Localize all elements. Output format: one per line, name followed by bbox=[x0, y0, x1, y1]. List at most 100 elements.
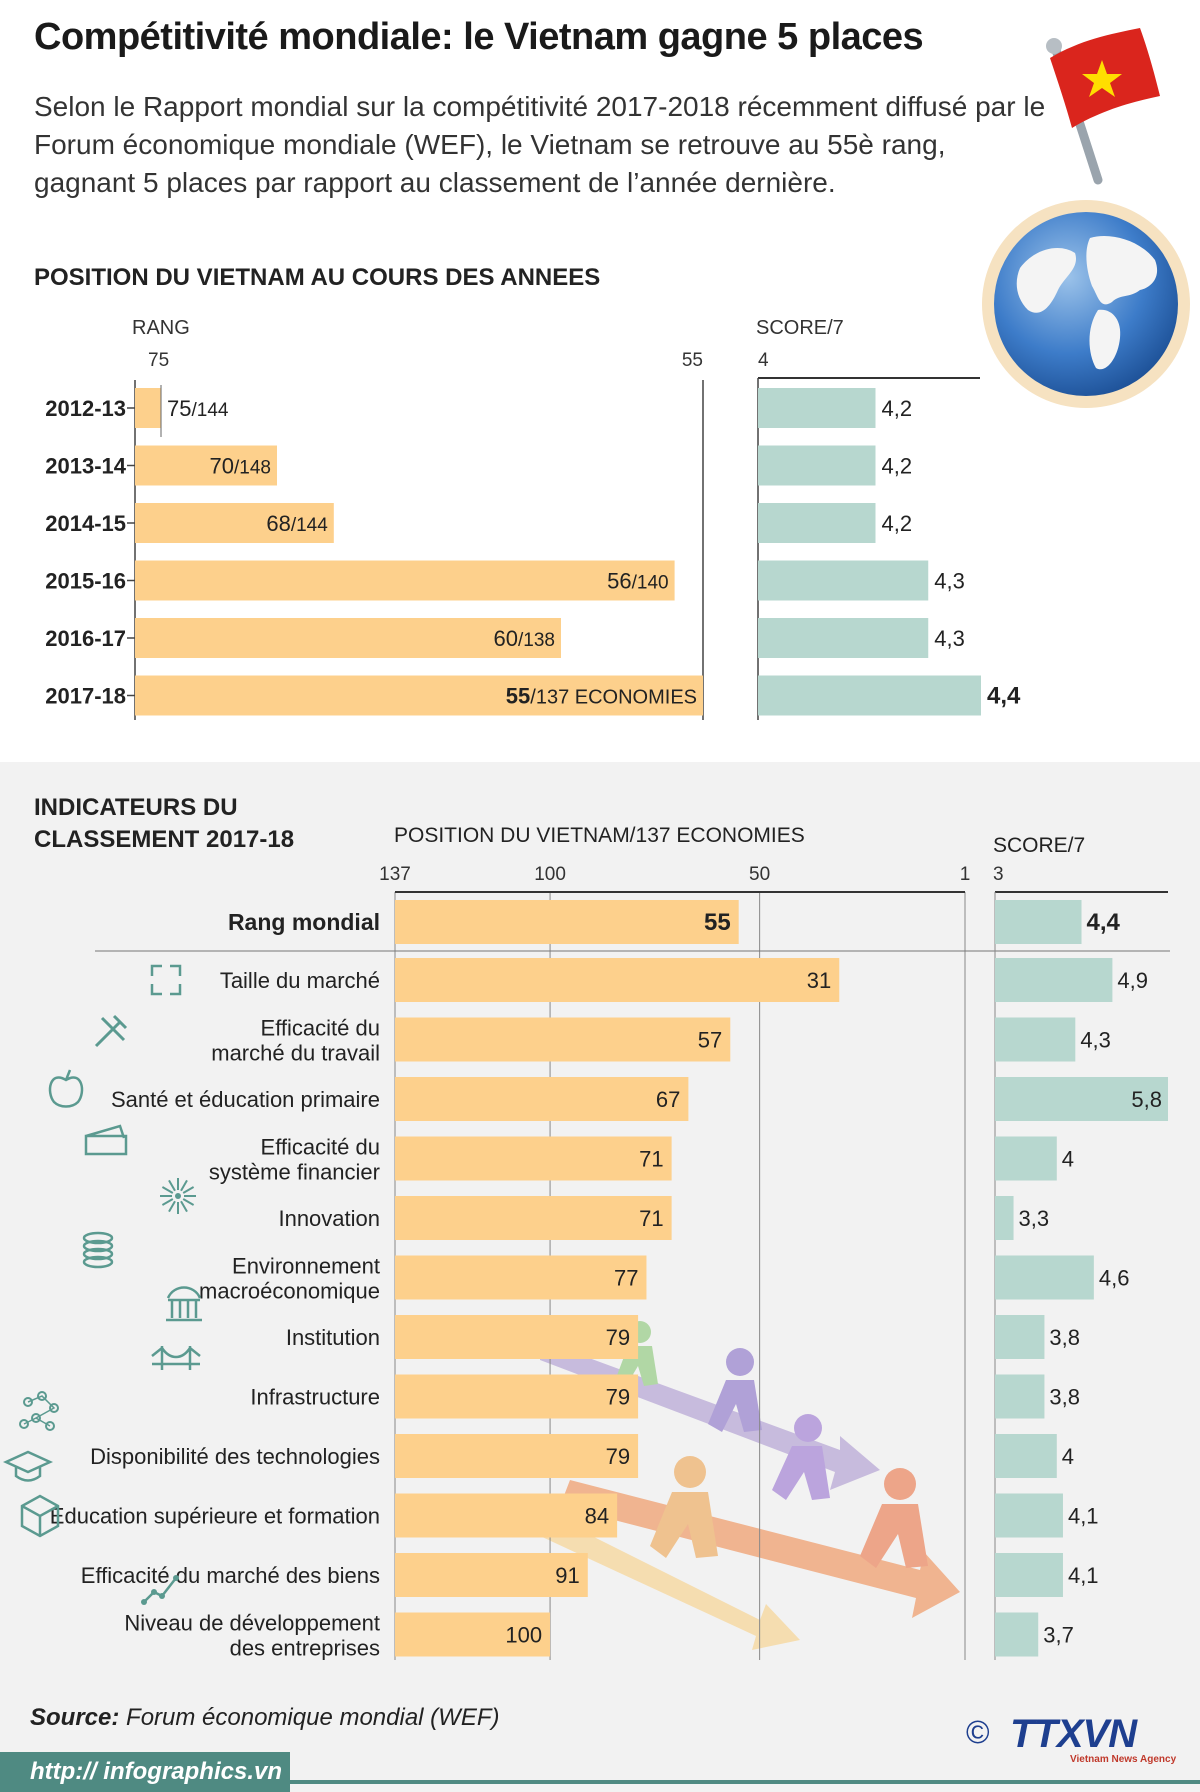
position-bar bbox=[395, 1374, 639, 1419]
score-value-label: 4,3 bbox=[1080, 1028, 1111, 1053]
position-value-label: 71 bbox=[639, 1147, 663, 1172]
indicators-chart: POSITION DU VIETNAM/137 ECONOMIES 137 100 5… bbox=[2, 824, 1170, 1661]
score-value-label: 3,8 bbox=[1049, 1325, 1080, 1350]
rank-total: /140 bbox=[632, 573, 669, 594]
coins-icon bbox=[82, 1231, 114, 1269]
position-tick-label: 100 bbox=[534, 864, 566, 885]
tools-icon bbox=[94, 1014, 128, 1048]
score-value-label: 4 bbox=[1062, 1147, 1074, 1172]
position-bar bbox=[395, 1612, 551, 1657]
position-value-label: 91 bbox=[555, 1563, 579, 1588]
score-bar bbox=[995, 1434, 1057, 1478]
score-value-label: 5,8 bbox=[1131, 1087, 1162, 1112]
footer-line bbox=[290, 1780, 1200, 1784]
footer-url[interactable]: http:// infographics.vn bbox=[30, 1758, 282, 1785]
icon-stroke bbox=[170, 984, 182, 996]
rank-bar bbox=[135, 445, 277, 486]
rank-value: 75 bbox=[167, 396, 191, 421]
icon-stroke bbox=[23, 1395, 56, 1427]
icon-node bbox=[49, 1403, 59, 1413]
position-bar bbox=[395, 1136, 672, 1181]
score-value-label: 4,9 bbox=[1117, 968, 1148, 993]
rank-value: 56 bbox=[607, 569, 631, 594]
icon-stroke bbox=[182, 1186, 195, 1194]
score-bar bbox=[995, 1196, 1014, 1240]
rank-value-label: 56/140 bbox=[607, 569, 668, 594]
score-value-label: 4,1 bbox=[1068, 1563, 1099, 1588]
icon-dot bbox=[141, 1599, 147, 1605]
score-bar bbox=[995, 1136, 1057, 1181]
position-bar bbox=[395, 1077, 689, 1121]
score-bar bbox=[995, 1553, 1063, 1597]
position-value-label: 57 bbox=[698, 1028, 722, 1053]
icon-node bbox=[23, 1397, 33, 1407]
section2-title-line1: INDICATEURS DU bbox=[34, 794, 238, 821]
icon-stroke bbox=[166, 1286, 202, 1322]
score-value-label: 4,3 bbox=[934, 569, 965, 594]
icon-stroke bbox=[180, 1200, 188, 1213]
rank-value: 68 bbox=[266, 511, 290, 536]
score-axis-title: SCORE/7 bbox=[756, 317, 844, 339]
score-bar bbox=[995, 958, 1113, 1002]
institution-icon bbox=[166, 1286, 202, 1322]
score-axis-title: SCORE/7 bbox=[993, 834, 1085, 857]
indicator-label: Efficacité du marché des biens bbox=[81, 1563, 380, 1588]
icon-node bbox=[37, 1391, 47, 1401]
source-label: Source: bbox=[30, 1704, 120, 1731]
vietnam-flag-icon bbox=[1046, 28, 1160, 185]
score-value-label: 3,8 bbox=[1049, 1385, 1080, 1410]
icon-stroke bbox=[161, 1198, 174, 1206]
position-value-label: 71 bbox=[639, 1206, 663, 1231]
brand-logo: TTXVN bbox=[1010, 1712, 1137, 1756]
rank-bar bbox=[135, 675, 703, 716]
icon-stroke bbox=[143, 1577, 177, 1603]
indicator-label: des entreprises bbox=[230, 1636, 380, 1661]
indicator-label: Rang mondial bbox=[228, 909, 380, 935]
score-bar bbox=[995, 1255, 1094, 1300]
score-value-label: 4,2 bbox=[882, 511, 913, 536]
sparkle-icon bbox=[160, 1178, 196, 1214]
indicator-label: Efficacité du bbox=[261, 1135, 380, 1160]
indicator-label: système financier bbox=[209, 1160, 380, 1185]
score-bar bbox=[758, 388, 876, 428]
indicator-label: Education supérieure et formation bbox=[50, 1504, 380, 1529]
rank-bar bbox=[135, 503, 334, 543]
position-bar bbox=[395, 1315, 639, 1359]
score-bar bbox=[995, 1315, 1045, 1359]
score-value-label: 4,4 bbox=[987, 683, 1021, 710]
icon-stroke bbox=[84, 1124, 128, 1156]
position-tick-label: 137 bbox=[379, 864, 411, 885]
page-title: Compétitivité mondiale: le Vietnam gagne… bbox=[34, 16, 924, 58]
icon-stroke bbox=[150, 984, 162, 996]
icon-stroke bbox=[2, 1450, 54, 1482]
icon-stroke bbox=[82, 1255, 114, 1269]
rank-value-label: 68/144 bbox=[266, 511, 328, 536]
rank-value-label: 70/148 bbox=[210, 454, 271, 479]
section1-title: POSITION DU VIETNAM AU COURS DES ANNEES bbox=[34, 264, 601, 291]
score-bar bbox=[995, 1374, 1045, 1419]
position-bar bbox=[395, 1553, 588, 1597]
indicator-label: Efficacité du bbox=[261, 1016, 380, 1041]
score-bar bbox=[758, 618, 929, 658]
icon-stroke bbox=[82, 1247, 114, 1261]
rank-total: /144 bbox=[191, 400, 228, 421]
bridge-icon bbox=[151, 1346, 201, 1370]
year-label: 2016-17 bbox=[45, 626, 126, 651]
score-bar bbox=[758, 445, 876, 486]
indicator-label: marché du travail bbox=[211, 1041, 380, 1066]
section2-title-line2: CLASSEMENT 2017-18 bbox=[34, 826, 295, 853]
icon-stroke bbox=[82, 1239, 114, 1253]
rank-value: 60 bbox=[494, 626, 518, 651]
position-bar bbox=[395, 1434, 639, 1478]
position-value-label: 55 bbox=[704, 909, 731, 936]
score-value-label: 4,6 bbox=[1099, 1266, 1130, 1291]
position-value-label: 31 bbox=[807, 968, 831, 993]
position-value-label: 67 bbox=[656, 1087, 680, 1112]
rank-value-label: 75/144 bbox=[167, 396, 229, 421]
intro-paragraph: Selon le Rapport mondial sur la compétit… bbox=[34, 91, 1046, 198]
indicator-label: Disponibilité des technologies bbox=[90, 1444, 380, 1469]
icon-stroke bbox=[161, 1186, 174, 1194]
indicator-label: Niveau de développement bbox=[124, 1611, 380, 1636]
rank-value: 70 bbox=[210, 454, 234, 479]
score-bar bbox=[995, 900, 1082, 944]
